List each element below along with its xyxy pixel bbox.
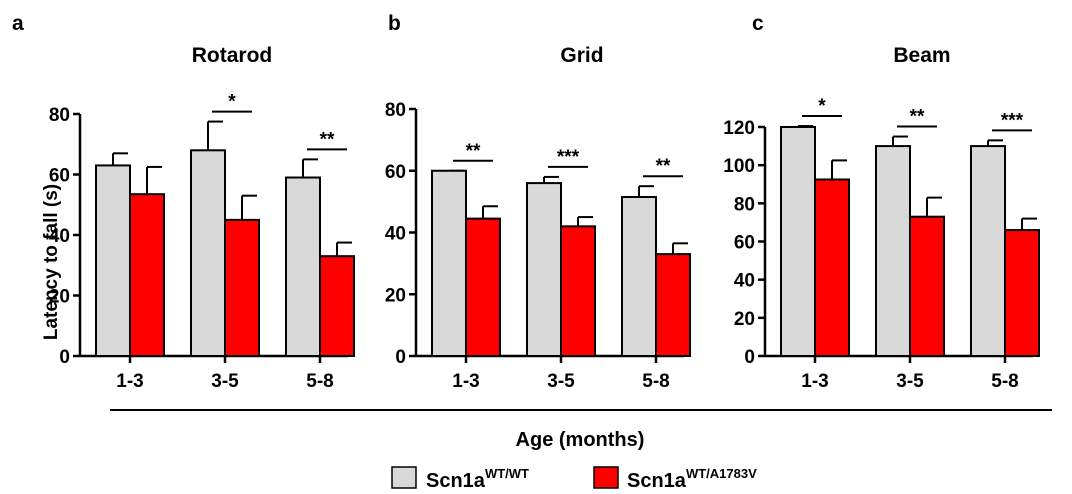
- y-tick-label-c: 40: [734, 271, 755, 292]
- bar-a-wt: [285, 176, 321, 357]
- bar-c-wt: [875, 145, 911, 357]
- significance-label-b: **: [466, 141, 481, 162]
- y-tick-label-c: 20: [734, 309, 755, 330]
- bar-a-mut: [224, 218, 260, 357]
- legend-swatch-mut: [593, 466, 619, 489]
- panel-letter-a: a: [12, 12, 24, 35]
- significance-label-a: **: [320, 129, 335, 150]
- panel-title-c: Beam: [893, 44, 950, 67]
- bar-a-mut: [129, 193, 165, 357]
- y-tick-label-a: 20: [49, 287, 70, 308]
- bar-a-mut: [319, 255, 355, 357]
- x-tick-label-b: 5-8: [642, 371, 669, 392]
- bar-a-wt: [190, 149, 226, 357]
- x-axis-label: Age (months): [516, 429, 645, 451]
- panel-title-b: Grid: [560, 44, 603, 67]
- legend-label-wt-base: Scn1a: [426, 470, 486, 492]
- y-tick-label-c: 120: [723, 118, 755, 139]
- y-tick-label-c: 80: [734, 194, 755, 215]
- x-tick-label-a: 5-8: [306, 371, 333, 392]
- x-tick-label-a: 3-5: [211, 371, 239, 392]
- significance-label-b: ***: [557, 147, 580, 168]
- legend-label-mut: Scn1aWT/A1783V: [627, 466, 757, 492]
- y-tick-label-b: 80: [385, 100, 406, 121]
- panels: a Rotarod 0 20 40 60 80 1-3 3-5 * 5-8 ** b Grid 0 20 40 6…: [12, 12, 1040, 392]
- bar-b-mut: [655, 253, 691, 357]
- legend-label-mut-sup: WT/A1783V: [686, 466, 757, 481]
- bar-c-wt: [780, 126, 816, 357]
- y-tick-label-a: 0: [59, 347, 70, 368]
- y-tick-label-a: 60: [49, 166, 70, 187]
- y-tick-label-a: 40: [49, 226, 70, 247]
- panel-c: c Beam 0 20 40 60 80 100 120 1-3 * 3-5 ** 5-8 ***: [723, 12, 1040, 392]
- x-tick-label-c: 3-5: [896, 371, 924, 392]
- legend: Scn1aWT/WT Scn1aWT/A1783V: [391, 466, 757, 492]
- bar-b-mut: [465, 217, 501, 357]
- significance-label-c: *: [818, 96, 826, 117]
- panel-letter-b: b: [388, 12, 401, 35]
- bar-c-wt: [970, 145, 1006, 357]
- x-tick-label-c: 1-3: [801, 371, 828, 392]
- y-tick-label-c: 0: [744, 347, 755, 368]
- legend-label-wt: Scn1aWT/WT: [426, 466, 529, 492]
- y-tick-label-b: 40: [385, 224, 406, 245]
- bar-c-mut: [1004, 229, 1040, 357]
- panel-b: b Grid 0 20 40 60 80 1-3 ** 3-5 *** 5-8 **: [385, 12, 691, 392]
- bar-b-mut: [560, 225, 596, 357]
- y-tick-label-c: 100: [723, 156, 755, 177]
- y-tick-label-a: 80: [49, 105, 70, 126]
- legend-label-wt-sup: WT/WT: [485, 466, 529, 481]
- significance-label-c: ***: [1001, 110, 1024, 131]
- y-tick-label-b: 20: [385, 285, 406, 306]
- y-axis-label: Latency to fall (s): [41, 184, 62, 340]
- x-tick-label-a: 1-3: [116, 371, 143, 392]
- significance-label-c: **: [910, 107, 925, 128]
- panel-a: a Rotarod 0 20 40 60 80 1-3 3-5 * 5-8 **: [12, 12, 355, 392]
- bar-c-mut: [814, 178, 850, 357]
- bar-c-mut: [909, 215, 945, 357]
- bar-b-wt: [621, 195, 657, 357]
- legend-swatch-wt: [391, 466, 417, 489]
- legend-label-mut-base: Scn1a: [627, 470, 687, 492]
- x-tick-label-b: 1-3: [452, 371, 479, 392]
- y-tick-label-c: 60: [734, 233, 755, 254]
- bar-a-wt: [95, 164, 131, 357]
- bar-b-wt: [526, 182, 562, 357]
- x-tick-label-b: 3-5: [547, 371, 575, 392]
- panel-title-a: Rotarod: [192, 44, 273, 67]
- bar-b-wt: [431, 169, 467, 357]
- y-tick-label-b: 0: [395, 347, 406, 368]
- x-tick-label-c: 5-8: [991, 371, 1018, 392]
- significance-label-b: **: [656, 156, 671, 177]
- panel-letter-c: c: [752, 12, 764, 35]
- y-tick-label-b: 60: [385, 162, 406, 183]
- significance-label-a: *: [228, 92, 236, 113]
